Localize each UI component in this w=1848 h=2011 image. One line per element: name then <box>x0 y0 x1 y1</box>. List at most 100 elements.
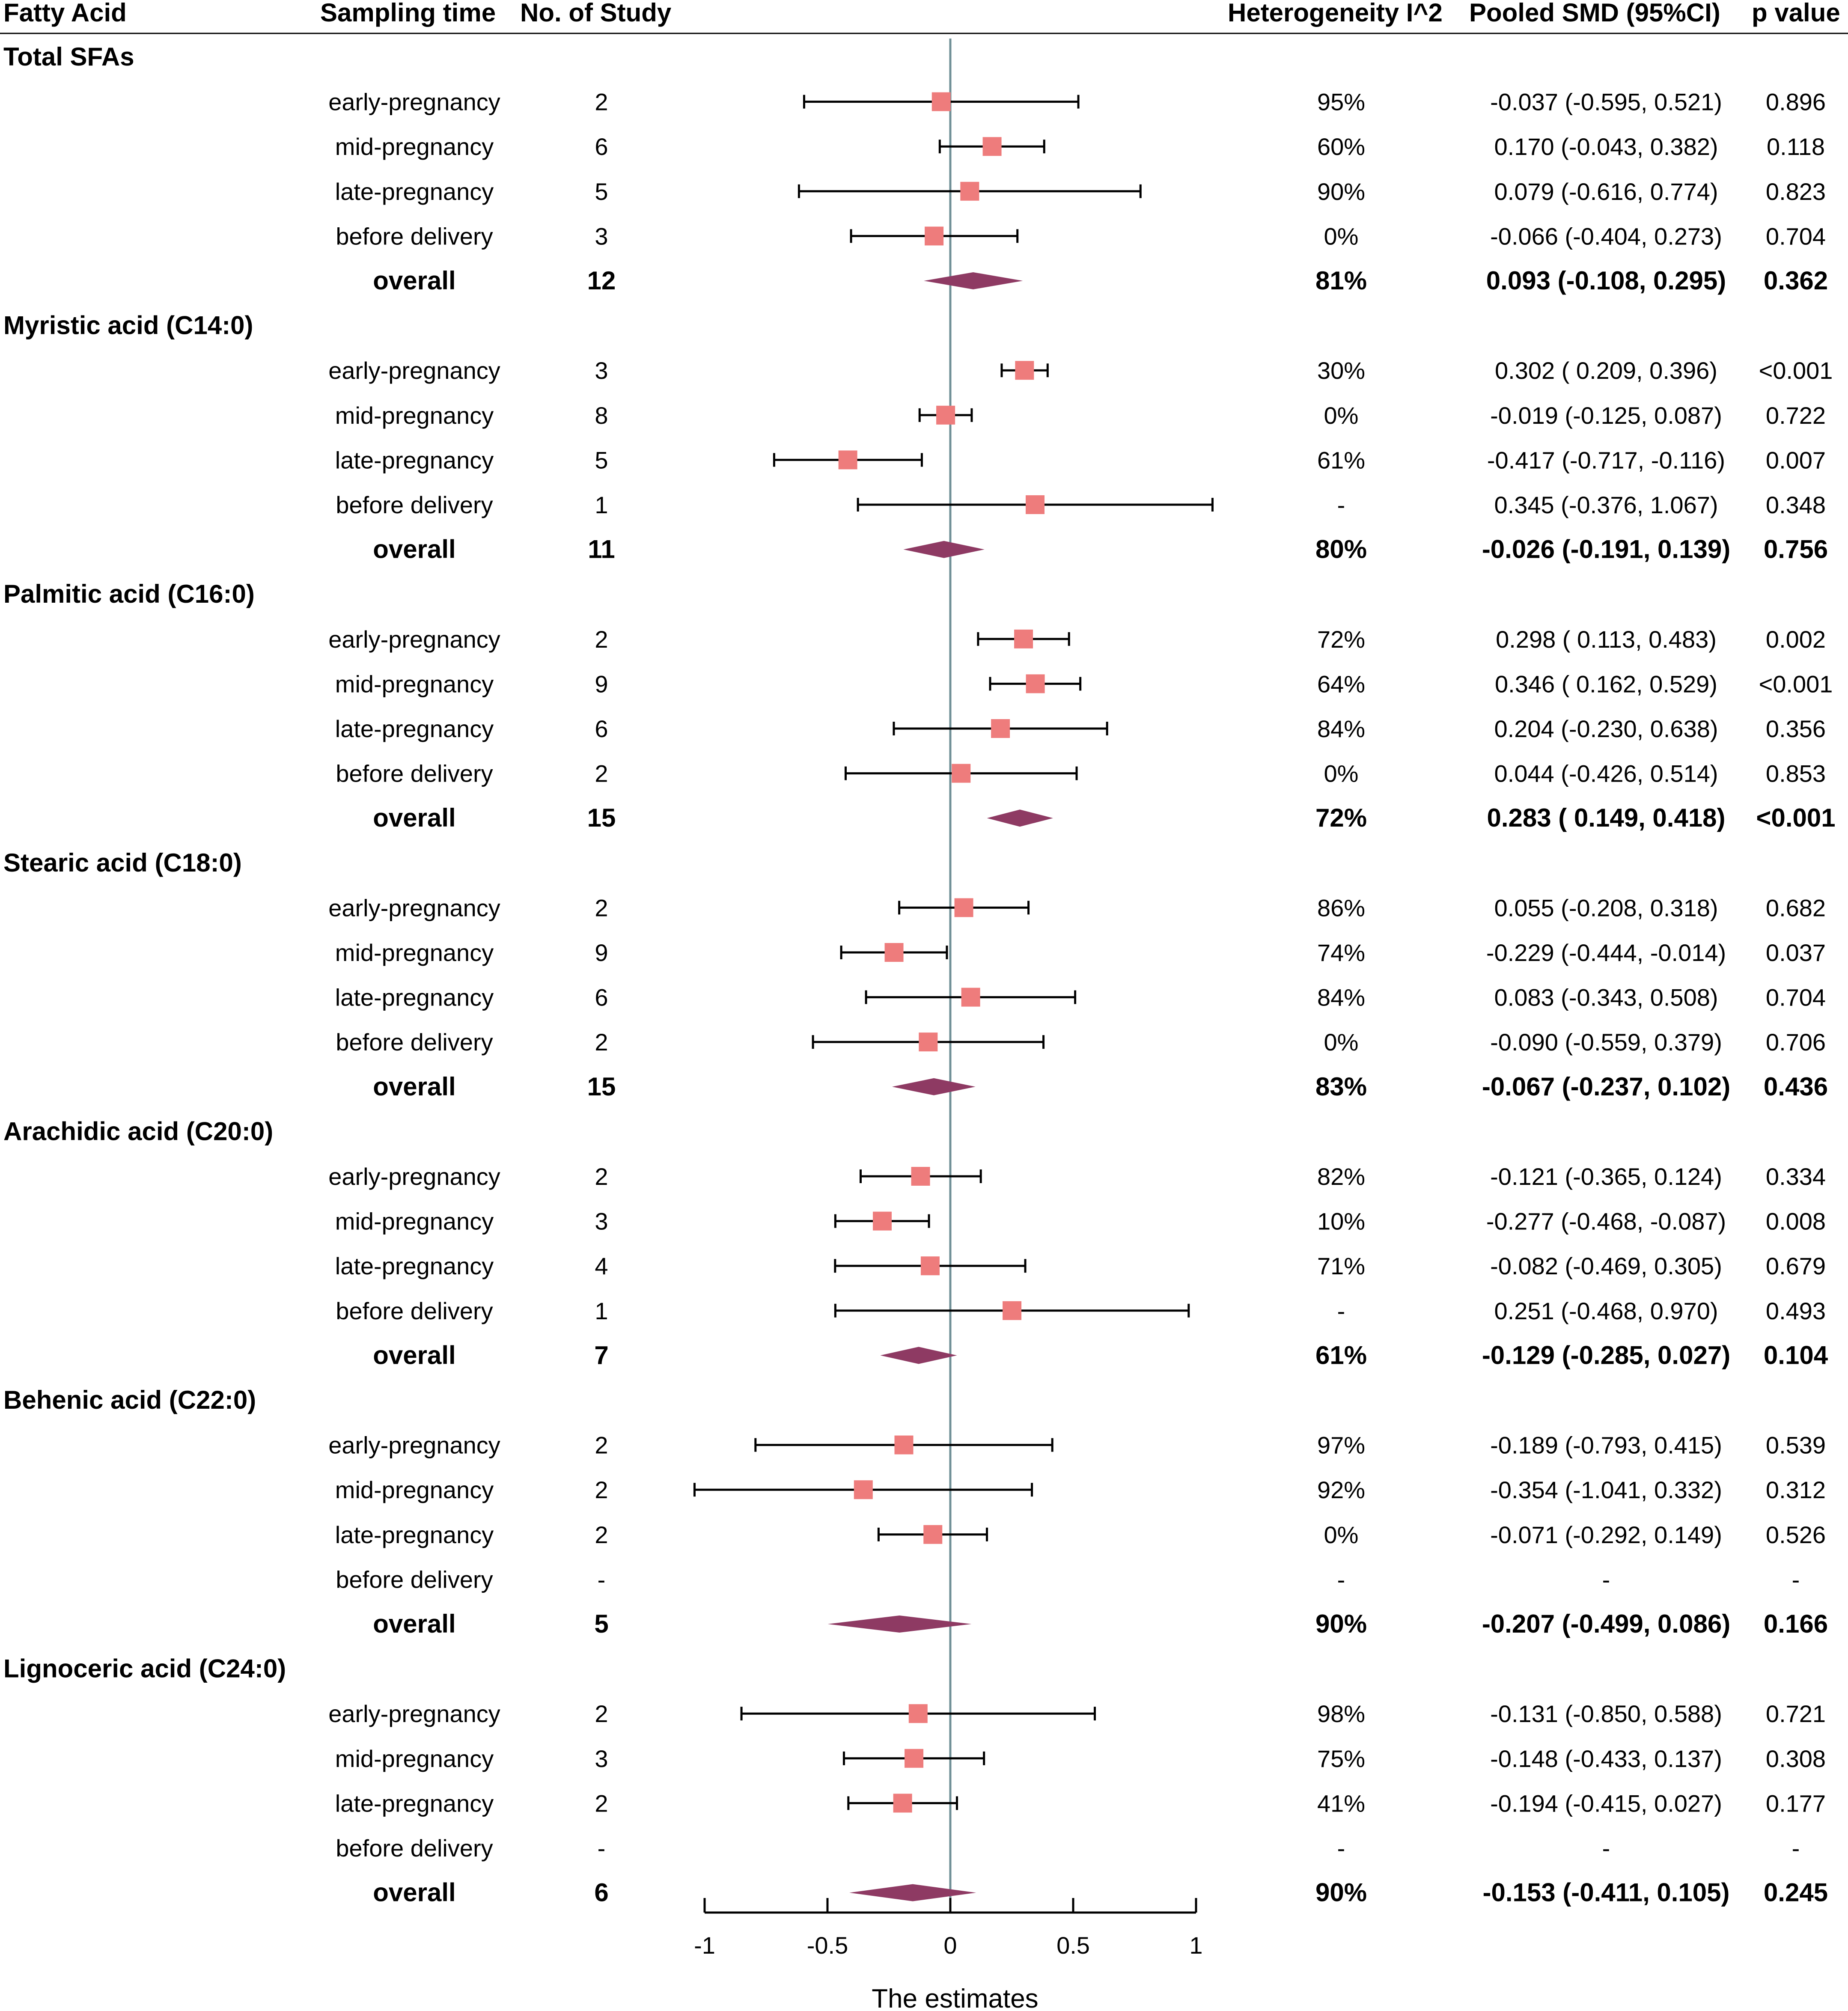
overall-label: overall <box>373 803 455 832</box>
estimate-marker <box>893 1794 912 1813</box>
heterogeneity-cell: 10% <box>1317 1208 1365 1235</box>
study-count-cell: 2 <box>595 1521 608 1548</box>
p-value-cell: 0.007 <box>1766 446 1826 473</box>
heterogeneity-cell: 64% <box>1317 670 1365 697</box>
sampling-time-cell: early-pregnancy <box>328 894 500 921</box>
sampling-time-cell: early-pregnancy <box>328 1163 500 1190</box>
p-value-cell: 0.493 <box>1766 1297 1826 1324</box>
p-value-cell: 0.526 <box>1766 1521 1826 1548</box>
sampling-time-cell: late-pregnancy <box>335 1252 494 1279</box>
study-count-cell: 2 <box>595 626 608 653</box>
pooled-smd-cell: -0.071 (-0.292, 0.149) <box>1490 1521 1722 1548</box>
pooled-smd-cell: -0.417 (-0.717, -0.116) <box>1487 446 1725 473</box>
overall-heterogeneity: 72% <box>1315 803 1367 832</box>
pooled-smd-cell: 0.345 (-0.376, 1.067) <box>1494 491 1718 518</box>
pooled-smd-cell: -0.066 (-0.404, 0.273) <box>1490 223 1722 250</box>
overall-pooled-smd: -0.067 (-0.237, 0.102) <box>1482 1072 1730 1101</box>
overall-pooled-smd: 0.093 (-0.108, 0.295) <box>1486 266 1726 295</box>
overall-p-value: 0.104 <box>1764 1341 1828 1369</box>
overall-p-value: 0.436 <box>1764 1072 1828 1101</box>
overall-pooled-smd: -0.026 (-0.191, 0.139) <box>1482 535 1730 564</box>
sampling-time-cell: early-pregnancy <box>328 89 500 116</box>
overall-diamond <box>849 1884 976 1901</box>
study-count-cell: 3 <box>595 1208 608 1235</box>
study-count-cell: 2 <box>595 1790 608 1817</box>
heterogeneity-cell: 0% <box>1324 1521 1359 1548</box>
p-value-cell: - <box>1792 1835 1800 1862</box>
sampling-time-cell: mid-pregnancy <box>335 402 494 429</box>
heterogeneity-cell: 84% <box>1317 984 1365 1011</box>
heterogeneity-cell: 92% <box>1317 1476 1365 1503</box>
heterogeneity-cell: 0% <box>1324 760 1359 787</box>
sampling-time-cell: early-pregnancy <box>328 626 500 653</box>
study-count-cell: 2 <box>595 1432 608 1459</box>
pooled-smd-cell: 0.044 (-0.426, 0.514) <box>1494 760 1718 787</box>
estimate-marker <box>954 898 973 917</box>
header-p-value: p value <box>1752 0 1840 27</box>
pooled-smd-cell: 0.251 (-0.468, 0.970) <box>1494 1297 1718 1324</box>
sampling-time-cell: late-pregnancy <box>335 984 494 1011</box>
pooled-smd-cell: -0.082 (-0.469, 0.305) <box>1490 1252 1722 1279</box>
estimate-marker <box>911 1167 930 1186</box>
overall-heterogeneity: 80% <box>1315 535 1367 564</box>
overall-label: overall <box>373 1341 455 1369</box>
study-count-cell: 2 <box>595 760 608 787</box>
overall-label: overall <box>373 535 455 564</box>
heterogeneity-cell: 30% <box>1317 357 1365 384</box>
estimate-marker <box>1014 629 1033 649</box>
p-value-cell: 0.348 <box>1766 491 1826 518</box>
group-label: Total SFAs <box>3 42 134 71</box>
header-no-of-study: No. of Study <box>520 0 672 27</box>
p-value-cell: 0.704 <box>1766 223 1826 250</box>
estimate-marker <box>884 943 904 962</box>
heterogeneity-cell: 72% <box>1317 626 1365 653</box>
header-sampling-time: Sampling time <box>320 0 496 27</box>
estimate-marker <box>925 226 944 246</box>
p-value-cell: 0.721 <box>1766 1700 1826 1727</box>
sampling-time-cell: before delivery <box>336 223 493 250</box>
overall-pooled-smd: 0.283 ( 0.149, 0.418) <box>1487 803 1725 832</box>
sampling-time-cell: before delivery <box>336 1297 493 1324</box>
overall-study-count: 5 <box>594 1609 608 1638</box>
p-value-cell: 0.334 <box>1766 1163 1826 1190</box>
heterogeneity-cell: 95% <box>1317 89 1365 116</box>
table-body: Total SFAs early-pregnancy 2 95% -0.037 (-0.… <box>3 42 1836 1907</box>
p-value-cell: 0.682 <box>1766 894 1826 921</box>
overall-study-count: 7 <box>594 1341 608 1369</box>
overall-study-count: 15 <box>587 803 616 832</box>
estimate-marker <box>854 1480 873 1499</box>
pooled-smd-cell: -0.277 (-0.468, -0.087) <box>1486 1208 1726 1235</box>
sampling-time-cell: before delivery <box>336 1835 493 1862</box>
pooled-smd-cell: 0.302 ( 0.209, 0.396) <box>1495 357 1717 384</box>
x-tick-label: -0.5 <box>807 1932 848 1959</box>
overall-label: overall <box>373 1609 455 1638</box>
overall-diamond <box>987 809 1053 827</box>
group-label: Arachidic acid (C20:0) <box>3 1117 273 1145</box>
estimate-marker <box>894 1435 914 1455</box>
p-value-cell: 0.896 <box>1766 89 1826 116</box>
sampling-time-cell: late-pregnancy <box>335 446 494 473</box>
study-count-cell: 1 <box>595 1297 608 1324</box>
group-label: Palmitic acid (C16:0) <box>3 580 255 608</box>
study-count-cell: 9 <box>595 939 608 966</box>
sampling-time-cell: before delivery <box>336 491 493 518</box>
overall-pooled-smd: -0.129 (-0.285, 0.027) <box>1482 1341 1730 1369</box>
heterogeneity-cell: - <box>1337 491 1345 518</box>
heterogeneity-cell: - <box>1337 1835 1345 1862</box>
pooled-smd-cell: -0.131 (-0.850, 0.588) <box>1490 1700 1722 1727</box>
heterogeneity-cell: 71% <box>1317 1252 1365 1279</box>
study-count-cell: 5 <box>595 178 608 205</box>
overall-diamond <box>924 272 1023 289</box>
estimate-marker <box>1026 674 1045 693</box>
heterogeneity-cell: 90% <box>1317 178 1365 205</box>
estimate-marker <box>960 181 979 201</box>
study-count-cell: 6 <box>595 133 608 160</box>
sampling-time-cell: early-pregnancy <box>328 357 500 384</box>
study-count-cell: 9 <box>595 670 608 697</box>
estimate-marker <box>991 719 1010 738</box>
estimate-marker <box>982 137 1002 156</box>
overall-p-value: 0.756 <box>1764 535 1828 564</box>
sampling-time-cell: mid-pregnancy <box>335 133 494 160</box>
p-value-cell: 0.704 <box>1766 984 1826 1011</box>
study-count-cell: 6 <box>595 715 608 742</box>
